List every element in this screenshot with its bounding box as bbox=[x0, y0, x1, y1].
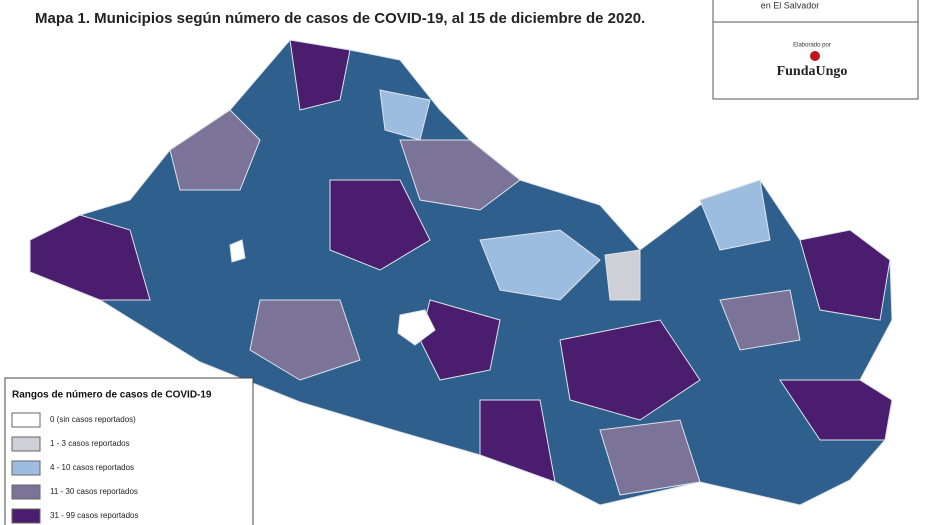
map bbox=[29, 39, 893, 506]
region bbox=[329, 179, 431, 271]
lake bbox=[229, 239, 246, 263]
legend-swatch bbox=[11, 460, 41, 476]
legend-swatch bbox=[11, 436, 41, 452]
logo-rose bbox=[810, 51, 820, 61]
region bbox=[29, 214, 151, 301]
region bbox=[169, 109, 261, 191]
legend-swatch bbox=[11, 484, 41, 500]
legend-label: 0 (sin casos reportados) bbox=[50, 415, 136, 424]
region bbox=[559, 319, 701, 421]
legend-swatch bbox=[11, 412, 41, 428]
region bbox=[479, 399, 556, 483]
map-title: Mapa 1. Municipios según número de casos… bbox=[35, 10, 645, 27]
legend-label: 1 - 3 casos reportados bbox=[50, 439, 130, 448]
header-box: en El Salvador Elaborado por FundaUngo bbox=[712, 0, 919, 100]
region bbox=[289, 39, 351, 111]
credit-label: Elaborado por bbox=[793, 43, 831, 49]
legend: Rangos de número de casos de COVID-19 0 … bbox=[4, 377, 254, 525]
legend-items: 0 (sin casos reportados) 1 - 3 casos repo… bbox=[11, 412, 139, 524]
legend-frame bbox=[4, 377, 254, 525]
legend-swatch bbox=[11, 508, 41, 524]
legend-label: 31 - 99 casos reportados bbox=[50, 511, 139, 520]
legend-label: 11 - 30 casos reportados bbox=[50, 487, 138, 496]
region bbox=[604, 249, 641, 301]
region bbox=[699, 179, 771, 251]
legend-title: Rangos de número de casos de COVID-19 bbox=[12, 390, 212, 401]
region bbox=[719, 289, 801, 351]
region bbox=[599, 419, 701, 496]
region bbox=[399, 139, 521, 211]
logo: FundaUngo bbox=[777, 64, 848, 79]
region bbox=[799, 229, 891, 321]
legend-label: 4 - 10 casos reportados bbox=[50, 463, 134, 472]
country-label: en El Salvador bbox=[761, 0, 820, 10]
region bbox=[479, 229, 601, 301]
region bbox=[779, 379, 893, 441]
lake bbox=[397, 309, 436, 346]
header-frame bbox=[712, 0, 919, 100]
region bbox=[249, 299, 361, 381]
